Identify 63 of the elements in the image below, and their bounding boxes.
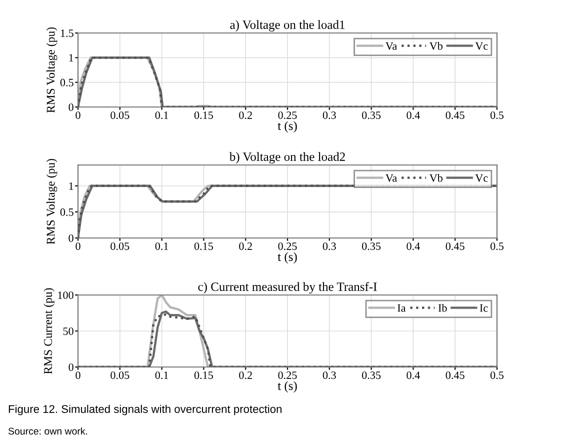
legend-label: Vb (429, 42, 443, 50)
legend-label: Va (386, 174, 397, 182)
chart-title: c) Current measured by the Transf-I (198, 282, 377, 294)
y-tick-label: 1 (69, 54, 74, 62)
legend-label: Ib (438, 304, 447, 312)
legend-label: Va (386, 42, 397, 50)
x-tick-label: 0.35 (362, 242, 381, 250)
x-tick-label: 0.15 (194, 371, 213, 380)
y-tick-label: 0.5 (60, 78, 74, 86)
x-axis-title: t (s) (278, 381, 297, 393)
x-tick-label: 0.3 (322, 111, 336, 120)
legend-label: Vc (475, 42, 488, 50)
x-tick-label: 0.5 (490, 111, 504, 120)
source-note: Source: own work. (8, 427, 88, 435)
chart-title: b) Voltage on the load2 (229, 152, 345, 164)
x-tick-label: 0.1 (155, 111, 168, 120)
x-tick-label: 0.45 (446, 371, 464, 380)
x-tick-label: 0.15 (194, 242, 213, 250)
x-tick-label: 0.4 (406, 242, 420, 250)
x-tick-label: 0 (76, 371, 80, 379)
x-tick-label: 0 (76, 242, 80, 250)
y-tick-label: 0 (68, 103, 74, 111)
y-axis-title: RMS Voltage (pu) (46, 27, 58, 113)
x-tick-label: 0.35 (362, 371, 381, 380)
x-tick-label: 0.05 (110, 371, 130, 380)
x-tick-label: 0.5 (490, 371, 504, 380)
y-tick-label: 1 (69, 182, 74, 190)
x-axis-title: t (s) (278, 252, 297, 264)
x-tick-label: 0.25 (278, 371, 297, 380)
x-axis-title: t (s) (278, 121, 297, 133)
y-tick-label: 0 (68, 234, 74, 242)
legend-label: Vb (429, 174, 443, 182)
y-tick-label: 1.5 (60, 30, 74, 38)
x-tick-label: 0.25 (278, 242, 297, 250)
chart-title: a) Voltage on the load1 (230, 20, 344, 32)
x-tick-label: 0.45 (446, 242, 464, 250)
x-tick-label: 0.15 (194, 111, 213, 120)
caption: Figure 12. Simulated signals with overcurrent protection (8, 404, 282, 416)
x-tick-label: 0.3 (322, 371, 336, 380)
x-tick-label: 0.35 (362, 111, 381, 120)
x-tick-label: 0.5 (490, 242, 504, 250)
x-tick-label: 0.3 (322, 242, 336, 250)
x-tick-label: 0.25 (278, 111, 297, 120)
x-tick-label: 0.2 (239, 111, 252, 120)
legend-label: Ic (480, 304, 488, 312)
x-tick-label: 0.4 (406, 111, 420, 120)
y-tick-label: 50 (63, 327, 74, 335)
x-tick-label: 0 (76, 111, 80, 119)
x-tick-label: 0.1 (155, 242, 168, 250)
y-axis-title: RMS Current (pu) (44, 288, 54, 374)
y-tick-label: 100 (58, 291, 74, 299)
x-tick-label: 0.2 (239, 371, 252, 380)
legend-label: Ia (398, 304, 406, 312)
y-tick-label: 0 (68, 363, 74, 371)
x-tick-label: 0.45 (446, 111, 464, 120)
legend-label: Vc (475, 174, 488, 182)
x-tick-label: 0.4 (406, 371, 420, 380)
x-tick-label: 0.2 (239, 242, 252, 250)
x-tick-label: 0.05 (110, 111, 130, 120)
x-tick-label: 0.05 (110, 242, 130, 250)
y-axis-title: RMS Voltage (pu) (46, 158, 58, 244)
x-tick-label: 0.1 (155, 371, 168, 380)
y-tick-label: 0.5 (60, 208, 74, 216)
